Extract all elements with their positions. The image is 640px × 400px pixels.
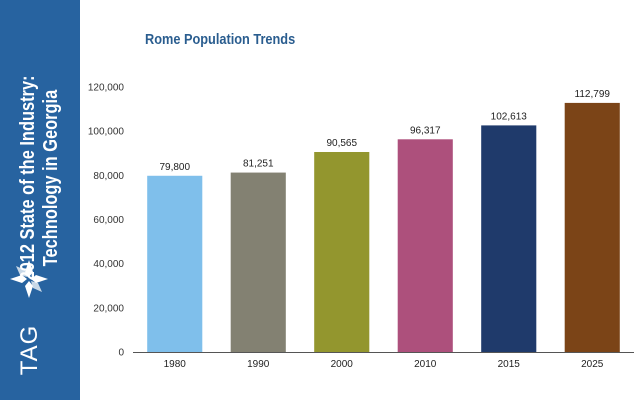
y-tick-label: 80,000 (93, 171, 124, 182)
y-tick-label: 20,000 (93, 303, 124, 314)
bar (314, 152, 370, 352)
x-tick-label: 1980 (164, 359, 187, 370)
y-tick-label: 120,000 (88, 83, 125, 94)
logo-text: TAG (16, 324, 43, 376)
y-tick-label: 100,000 (88, 127, 125, 138)
y-tick-label: 40,000 (93, 259, 124, 270)
bar-chart: 0 20,000 40,000 60,000 80,000 100,000 120,000 7… (88, 83, 634, 371)
bar (564, 102, 620, 352)
chart-bars (147, 102, 620, 352)
x-tick-label: 2015 (498, 359, 521, 370)
data-label: 112,799 (575, 89, 611, 100)
data-label: 96,317 (410, 125, 441, 136)
x-tick-label: 1990 (247, 359, 270, 370)
x-tick-label: 2000 (331, 359, 354, 370)
x-tick-label: 2025 (581, 359, 604, 370)
y-tick-label: 60,000 (93, 215, 124, 226)
y-tick-label: 0 (118, 348, 124, 359)
data-label: 90,565 (326, 138, 357, 149)
bar (397, 139, 453, 352)
bar (147, 175, 203, 352)
chart-title: Rome Population Trends (145, 31, 296, 48)
data-label: 102,613 (491, 111, 528, 122)
chart-labels: 0 20,000 40,000 60,000 80,000 100,000 120,000 7… (88, 83, 611, 371)
bar (481, 125, 537, 352)
tag-logo-icon (10, 260, 48, 298)
x-tick-label: 2010 (414, 359, 437, 370)
sidebar: 2012 State of the Industry: Technology i… (0, 0, 80, 400)
data-label: 79,800 (159, 162, 190, 173)
bar (230, 172, 286, 352)
data-label: 81,251 (243, 159, 274, 170)
